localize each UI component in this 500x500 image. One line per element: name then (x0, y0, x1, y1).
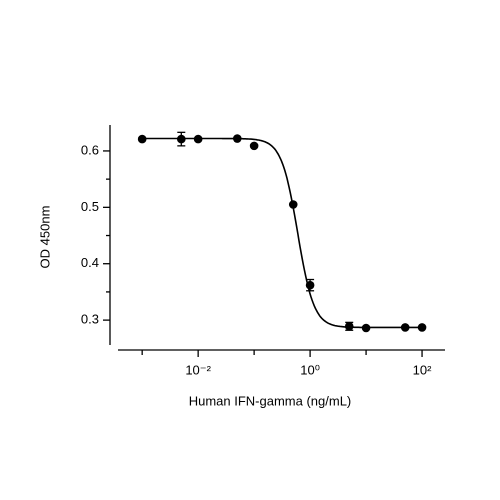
point (344, 322, 354, 331)
x-tick-label: 10² (413, 362, 432, 377)
point (417, 323, 427, 332)
y-tick-label: 0.5 (81, 199, 99, 214)
point (232, 134, 242, 143)
point (361, 323, 371, 333)
x-tick-label: 10⁻² (185, 362, 211, 377)
y-axis-label: OD 450nm (37, 206, 52, 269)
point (249, 141, 259, 151)
point (288, 200, 298, 209)
y-tick-label: 0.3 (81, 312, 99, 327)
fit-curve (142, 137, 423, 329)
point (305, 280, 315, 290)
y-tick-label: 0.4 (81, 255, 99, 270)
point (137, 134, 147, 144)
point (400, 323, 410, 332)
x-tick-label: 10⁰ (300, 362, 320, 377)
y-tick-label: 0.6 (81, 142, 99, 157)
point (176, 134, 186, 144)
point (193, 134, 203, 144)
x-axis-label: Human IFN-gamma (ng/mL) (189, 393, 352, 408)
